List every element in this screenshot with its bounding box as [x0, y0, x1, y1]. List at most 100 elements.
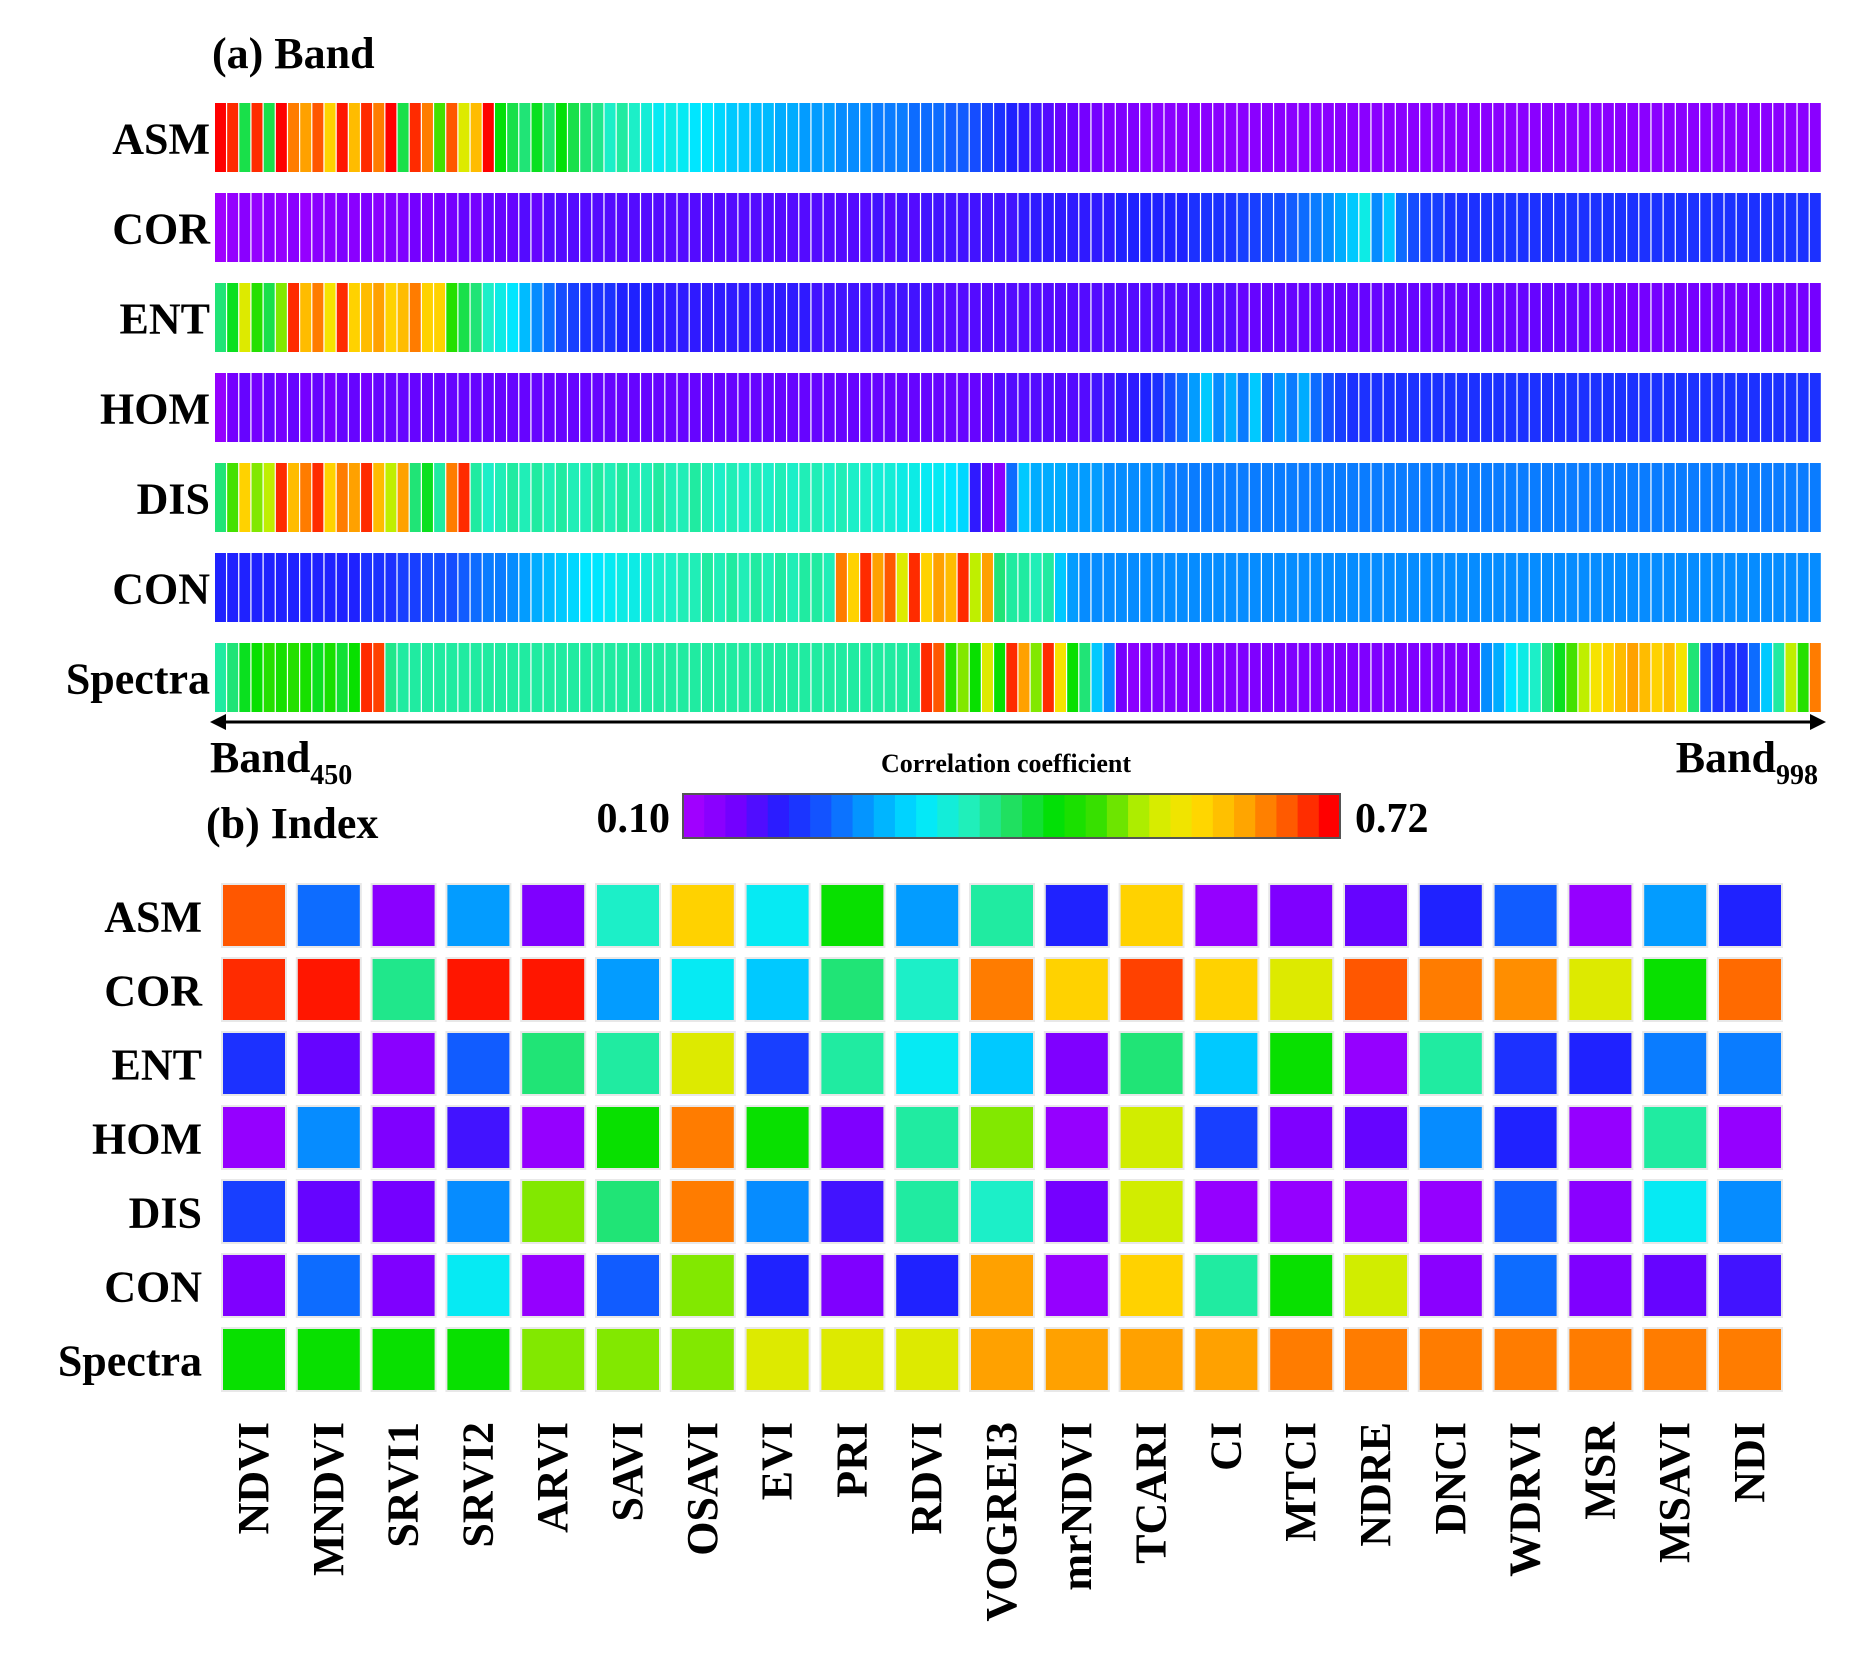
band-cell [1408, 463, 1420, 532]
index-column-label: MNDVI [304, 1422, 353, 1576]
band-cell [1627, 463, 1639, 532]
band-cell [969, 553, 981, 622]
band-cell [458, 643, 470, 712]
band-cell [957, 283, 969, 352]
band-cell [775, 373, 786, 442]
colorbar-swatch [1128, 794, 1150, 838]
band-cell [1748, 283, 1760, 352]
band-cell [1639, 553, 1651, 622]
band-cell [1164, 103, 1176, 172]
band-cell [1773, 373, 1785, 442]
band-cell [592, 643, 604, 712]
band-cell [714, 193, 726, 262]
band-cell [616, 643, 628, 712]
band-cell [592, 103, 604, 172]
band-cell [361, 553, 373, 622]
band-cell [969, 643, 981, 712]
band-cell [1566, 193, 1578, 262]
index-row-label: ASM [104, 893, 202, 942]
band-end-sub: 998 [1776, 760, 1818, 791]
band-cell [409, 643, 421, 712]
band-cell [1128, 103, 1140, 172]
band-cell [823, 283, 835, 352]
band-cell [1651, 193, 1663, 262]
band-cell [1310, 643, 1322, 712]
band-cell [689, 283, 701, 352]
index-cell [221, 1327, 287, 1392]
band-cell [1602, 373, 1614, 442]
index-column-label: ARVI [528, 1422, 577, 1533]
band-cell [1444, 643, 1456, 712]
band-cell [458, 553, 470, 622]
band-cell [921, 373, 933, 442]
band-cell [324, 103, 336, 172]
band-cell [1018, 643, 1030, 712]
band-cell [482, 553, 494, 622]
band-cell [1079, 373, 1091, 442]
band-cell [641, 373, 653, 442]
band-cell [945, 103, 957, 172]
band-cell [1468, 643, 1480, 712]
band-cell [1468, 103, 1480, 172]
band-cell [1286, 103, 1298, 172]
band-cell [1042, 103, 1054, 172]
band-cell [1152, 553, 1164, 622]
band-cell [787, 373, 799, 442]
band-cell [1335, 553, 1346, 622]
band-axis: Band450 Band998 [210, 714, 1826, 791]
band-cell [1797, 103, 1809, 172]
band-cell [616, 463, 628, 532]
band-cell [908, 553, 920, 622]
band-cell [1359, 463, 1371, 532]
band-cell [1152, 193, 1164, 262]
band-cell [1103, 103, 1115, 172]
band-cell [1481, 463, 1493, 532]
band-cell [677, 283, 689, 352]
band-cell [434, 643, 446, 712]
band-cell [811, 373, 823, 442]
band-cell [434, 103, 446, 172]
band-cell [1651, 463, 1663, 532]
band-cell [1578, 463, 1590, 532]
index-cell [969, 1179, 1035, 1244]
band-cell [495, 283, 506, 352]
band-cell [1115, 463, 1127, 532]
band-cell [1432, 103, 1444, 172]
band-cell [543, 193, 555, 262]
band-cell [1261, 643, 1273, 712]
band-cell [531, 103, 543, 172]
band-cell [1261, 553, 1273, 622]
band-cell [1627, 553, 1639, 622]
band-cell [470, 103, 482, 172]
band-cell [1444, 463, 1456, 532]
band-cell [1225, 373, 1237, 442]
band-cell [1128, 373, 1140, 442]
band-cell [568, 193, 580, 262]
band-cell [1213, 553, 1225, 622]
band-cell [1748, 103, 1760, 172]
band-cell [775, 643, 786, 712]
band-cell [1225, 103, 1237, 172]
band-cell [1408, 373, 1420, 442]
band-cell [933, 373, 945, 442]
band-cell [860, 553, 872, 622]
index-cell [1567, 1253, 1634, 1318]
index-column-label: DNCI [1426, 1422, 1475, 1534]
band-cell [409, 283, 421, 352]
band-cell [470, 553, 482, 622]
band-cell [604, 463, 616, 532]
band-cell [750, 193, 762, 262]
index-row-label: CON [104, 1263, 202, 1312]
index-cell [1717, 1105, 1783, 1170]
band-cell [495, 553, 506, 622]
index-cell [1417, 1253, 1484, 1318]
band-cell [1615, 463, 1627, 532]
colorbar-title: Correlation coefficient [881, 749, 1131, 778]
band-cell [884, 643, 896, 712]
band-cell [227, 643, 239, 712]
index-cell [1492, 1179, 1559, 1244]
band-cell [738, 373, 750, 442]
band-cell [434, 193, 446, 262]
band-cell [1493, 643, 1505, 712]
band-cell [482, 643, 494, 712]
